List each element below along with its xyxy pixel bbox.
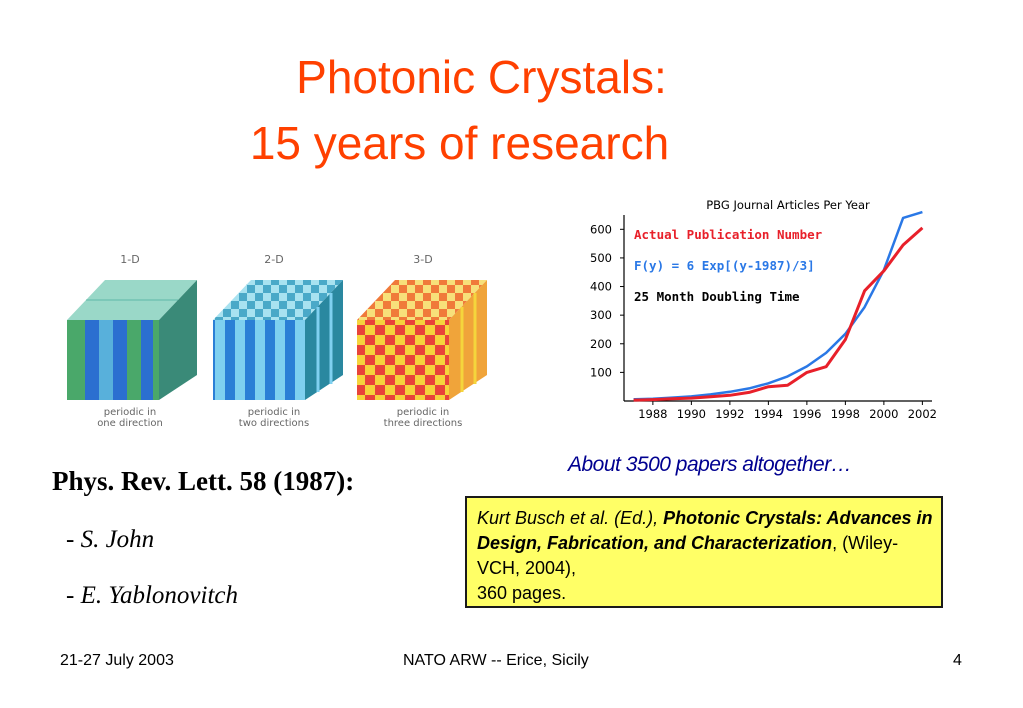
footer-date: 21-27 July 2003: [60, 652, 174, 669]
y-tick-label: 300: [590, 308, 612, 322]
book-title: Photonic Crystals: Advances in Design, F…: [477, 508, 933, 553]
y-tick-label: 600: [590, 222, 612, 236]
x-tick-label: 2000: [869, 407, 898, 421]
y-tick-label: 400: [590, 280, 612, 294]
crystal-1d-label: 1-D: [120, 253, 139, 266]
crystal-1d: 1-D periodic in one direction: [67, 253, 197, 429]
book-pages: 360 pages.: [477, 583, 567, 603]
x-tick-label: 1990: [677, 407, 706, 421]
footer-page-number: 4: [953, 652, 962, 669]
crystal-1d-caption1: periodic in: [104, 407, 156, 418]
reference-author-john: - S. John: [66, 526, 154, 554]
x-tick-label: 1988: [638, 407, 667, 421]
book-reference-box: Kurt Busch et al. (Ed.), Photonic Crysta…: [465, 496, 943, 608]
chart-legend: Actual Publication Number F(y) = 6 Exp[(y…: [634, 227, 823, 304]
crystal-1d-caption2: one direction: [97, 418, 163, 429]
slide-title-line2: 15 years of research: [249, 117, 670, 169]
slide-title-line1: Photonic Crystals:: [296, 51, 667, 103]
paper-count-note: About 3500 papers altogether…: [568, 453, 852, 476]
book-publisher: , (Wiley-VCH, 2004),: [477, 533, 899, 578]
footer-conference: NATO ARW -- Erice, Sicily: [403, 652, 589, 669]
legend-entry: Actual Publication Number: [634, 227, 823, 242]
author-name: S. John: [80, 526, 155, 553]
y-tick-label: 100: [590, 365, 612, 379]
book-authors: Kurt Busch et al. (Ed.),: [477, 508, 659, 528]
reference-journal: Phys. Rev. Lett. 58 (1987):: [52, 466, 355, 496]
x-tick-label: 2002: [908, 407, 937, 421]
y-tick-label: 200: [590, 337, 612, 351]
publication-chart: PBG Journal Articles Per Year 1988 1990 19…: [590, 198, 937, 421]
author-dash: -: [66, 582, 81, 609]
crystal-2d-caption1: periodic in: [248, 407, 300, 418]
crystal-2d: 2-D periodic in two directions: [213, 253, 343, 429]
x-tick-label: 1992: [715, 407, 744, 421]
legend-entry: 25 Month Doubling Time: [634, 289, 800, 304]
author-name: E. Yablonovitch: [80, 582, 238, 609]
y-tick-label: 500: [590, 251, 612, 265]
author-dash: -: [66, 526, 81, 553]
legend-entry: F(y) = 6 Exp[(y-1987)/3]: [634, 258, 815, 273]
crystal-2d-caption2: two directions: [239, 418, 309, 429]
x-tick-label: 1996: [792, 407, 821, 421]
crystal-3d: 3-D periodic in three directions: [357, 253, 487, 429]
chart-lines: [633, 210, 924, 402]
chart-axes: [623, 215, 932, 402]
x-tick-label: 1994: [754, 407, 783, 421]
series-line: [633, 226, 924, 402]
crystal-3d-caption2: three directions: [384, 418, 463, 429]
photonic-crystal-illustration: 1-D periodic in one direction 2-D period…: [67, 253, 487, 429]
chart-title: PBG Journal Articles Per Year: [706, 198, 870, 212]
crystal-2d-label: 2-D: [264, 253, 283, 266]
reference-author-yablonovitch: - E. Yablonovitch: [66, 582, 238, 610]
crystal-3d-label: 3-D: [413, 253, 432, 266]
crystal-3d-caption1: periodic in: [397, 407, 449, 418]
x-tick-label: 1998: [831, 407, 860, 421]
chart-ticks: 1988 1990 1992 1994 1996 1998 2000 2002 100 200 30…: [590, 222, 937, 421]
